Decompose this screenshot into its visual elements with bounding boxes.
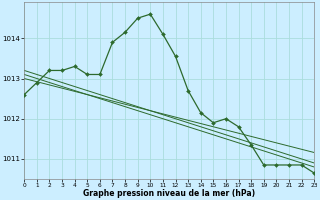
X-axis label: Graphe pression niveau de la mer (hPa): Graphe pression niveau de la mer (hPa) <box>83 189 255 198</box>
